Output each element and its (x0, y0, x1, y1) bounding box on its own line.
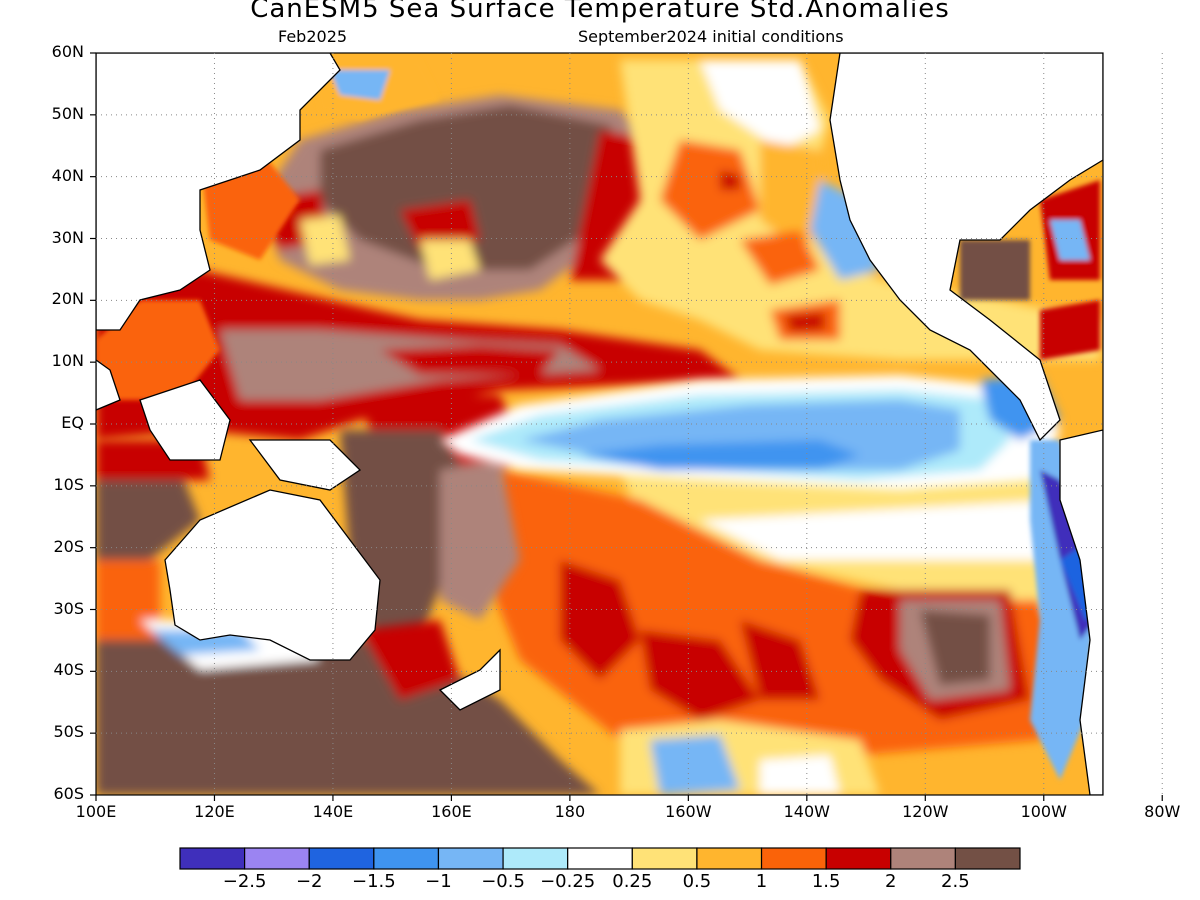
eq-blue (580, 440, 860, 470)
colorbar-swatch (244, 847, 310, 870)
borneo-land (139, 379, 231, 461)
np-brown (320, 105, 630, 270)
nep-orange-3 (740, 230, 820, 285)
map-title: CanESM5 Sea Surface Temperature Std.Anom… (250, 0, 950, 24)
lat-label: 50S (53, 722, 84, 742)
malay-land (96, 359, 121, 411)
lat-label: 10S (53, 474, 84, 494)
atlantic-blue (1050, 220, 1090, 260)
tasman-red (360, 620, 460, 700)
south-america-land (1059, 429, 1103, 795)
axis-ticks (90, 52, 1163, 801)
wp-red-inner (380, 345, 560, 375)
lat-label: 50N (51, 103, 84, 123)
lat-label: 30N (51, 227, 84, 247)
nep-red-blob (785, 312, 825, 332)
lat-label: 60S (53, 784, 84, 803)
lat-label: 10N (51, 351, 84, 371)
colorbar-swatch (308, 847, 375, 870)
colorbar-swatch (825, 847, 892, 870)
io-blue-patch (150, 630, 260, 655)
asia-land (96, 53, 341, 331)
lon-label: 100W (1020, 802, 1067, 821)
nep-yellow (600, 60, 1100, 360)
lon-label: 80W (1144, 802, 1181, 821)
land (96, 53, 1103, 795)
colorbar-swatch (696, 847, 763, 870)
np-yellow-patch (300, 215, 350, 265)
lon-label: 140W (783, 802, 830, 821)
nep-orange-2 (660, 140, 760, 240)
scs-orange (96, 300, 220, 400)
colorbar (179, 847, 1021, 870)
io-brown-north (96, 470, 200, 560)
colorbar-label: −1.5 (351, 871, 396, 892)
sp-east-white (700, 500, 1060, 560)
colorbar-label: −2 (295, 871, 323, 892)
nep-blue-coast (810, 180, 880, 280)
colorbar-swatch (954, 847, 1021, 870)
lon-label: 160E (431, 802, 472, 821)
caribbean-red (1040, 300, 1100, 360)
lat-label: 20S (53, 536, 84, 556)
anomaly-field (96, 53, 1103, 795)
lat-label: 40N (51, 165, 84, 185)
colorbar-label: 0.5 (682, 871, 712, 892)
colorbar-label: 2 (885, 871, 897, 892)
gulf-mexico-brown (960, 240, 1030, 300)
colorbar-label: 1 (755, 871, 768, 892)
new-guinea-land (248, 439, 362, 491)
initial-conditions-label: September2024 initial conditions (578, 27, 844, 46)
colorbar-swatch (567, 847, 633, 870)
sp-brown (920, 610, 990, 685)
colorbar-swatch (373, 847, 440, 870)
lat-label: EQ (61, 413, 84, 432)
colorbar-swatch (631, 847, 698, 870)
so-blue-1 (650, 735, 740, 795)
colorbar-label: 2.5 (941, 871, 970, 892)
colorbar-label: −1 (425, 871, 452, 892)
colorbar-swatch (760, 847, 827, 870)
lon-label: 100E (75, 802, 117, 821)
so-white (760, 755, 840, 795)
nep-white (700, 60, 820, 150)
colorbar-swatch (890, 847, 956, 870)
forecast-month: Feb2025 (278, 27, 348, 46)
lat-label: 30S (53, 598, 84, 618)
nep-red-dot (720, 170, 740, 190)
new-zealand-land (438, 648, 501, 711)
lat-label: 40S (53, 660, 84, 680)
colorbar-label: −0.25 (540, 871, 596, 892)
sp-red-4 (740, 620, 820, 700)
colorbar-label: −2.5 (222, 871, 267, 892)
colorbar-label: 0.25 (612, 871, 653, 892)
lon-label: 120W (902, 802, 949, 821)
np-red-inner (400, 200, 480, 250)
lon-label: 160W (665, 802, 712, 821)
colorbar-label: −0.5 (481, 871, 525, 892)
colorbar-label: 1.5 (811, 871, 841, 892)
okhotsk-blue (330, 70, 390, 100)
lat-label: 60N (51, 42, 84, 61)
australia-land (164, 489, 381, 661)
wp-brownlight-south (440, 460, 520, 620)
grid-lines (96, 53, 1163, 795)
colorbar-swatch (502, 847, 569, 870)
colorbar-swatch (437, 847, 504, 870)
lat-label: 20N (51, 289, 84, 309)
np-yellow-patch-2 (420, 240, 480, 280)
sp-red-1 (560, 560, 640, 680)
lon-label: 140E (312, 802, 354, 821)
colorbar-swatch (179, 847, 246, 870)
lon-label: 120E (194, 802, 235, 821)
north-america-land (829, 53, 1103, 442)
sp-red-2 (640, 630, 760, 720)
lon-label: 180 (554, 802, 586, 821)
